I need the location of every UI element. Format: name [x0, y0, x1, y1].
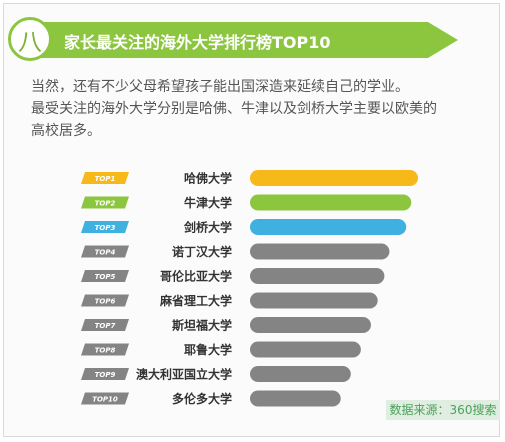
infographic-frame [3, 3, 500, 437]
rank-badge [81, 270, 129, 282]
bar [250, 268, 385, 284]
rank-label: TOP2 [95, 200, 116, 208]
rank-label: TOP4 [95, 249, 116, 257]
tick-label: 牛津大学 [184, 195, 232, 210]
rank-label: TOP6 [95, 298, 116, 306]
intro-line-3: 高校居多。 [31, 123, 101, 139]
rank-badge [81, 221, 129, 233]
rank-label: TOP7 [95, 322, 116, 330]
rank-badge [81, 196, 129, 209]
rank-label: TOP10 [92, 396, 118, 404]
bar [250, 243, 390, 260]
rank-label: TOP3 [95, 224, 116, 232]
header-banner [28, 22, 458, 58]
tick-label: 哥伦比亚大学 [160, 269, 232, 284]
rank-badge [81, 245, 129, 258]
bar [250, 317, 371, 333]
rank-label: TOP1 [95, 175, 116, 183]
page-title: 家长最关注的海外大学排行榜TOP10 [64, 33, 331, 52]
bar [250, 366, 351, 382]
bar [250, 390, 341, 407]
section-header: 八 家长最关注的海外大学排行榜TOP10 [8, 17, 458, 63]
rank-badge [81, 392, 129, 405]
rank-label: TOP5 [95, 273, 116, 281]
bar [250, 194, 412, 211]
rank-badge [81, 343, 129, 356]
ranking-bar-chart: TOP1 哈佛大学 TOP2 牛津大学 TOP3 剑桥大学 TOP4 诺丁汉大学 TOP5 哥伦比… [81, 170, 418, 407]
tick-label: 多伦多大学 [172, 391, 232, 406]
tick-label: 诺丁汉大学 [172, 244, 232, 259]
tick-label: 斯坦福大学 [172, 318, 232, 333]
bar [250, 219, 407, 235]
tick-label: 耶鲁大学 [184, 342, 232, 357]
bar [250, 292, 378, 309]
tick-label: 剑桥大学 [183, 220, 232, 235]
intro-text: 当然，还有不少父母希望孩子能出国深造来延续自己的学业。 最受关注的海外大学分别是… [31, 76, 481, 142]
rank-badge [81, 172, 129, 184]
bar [250, 341, 361, 358]
section-number-badge: 八 [8, 17, 52, 61]
rank-badge [81, 294, 129, 307]
tick-label: 哈佛大学 [184, 171, 232, 186]
intro-line-2: 最受关注的海外大学分别是哈佛、牛津以及剑桥大学主要以欧美的 [31, 101, 437, 117]
section-number: 八 [18, 27, 42, 56]
bar [250, 170, 418, 186]
rank-label: TOP9 [95, 371, 116, 379]
tick-label: 澳大利亚国立大学 [136, 367, 232, 382]
tick-label: 麻省理工大学 [159, 293, 232, 308]
rank-label: TOP8 [95, 347, 116, 355]
data-source: 数据来源：360搜索 [386, 400, 500, 420]
rank-badge [81, 368, 129, 380]
intro-line-1: 当然，还有不少父母希望孩子能出国深造来延续自己的学业。 [31, 79, 409, 95]
rank-badge [81, 319, 129, 331]
